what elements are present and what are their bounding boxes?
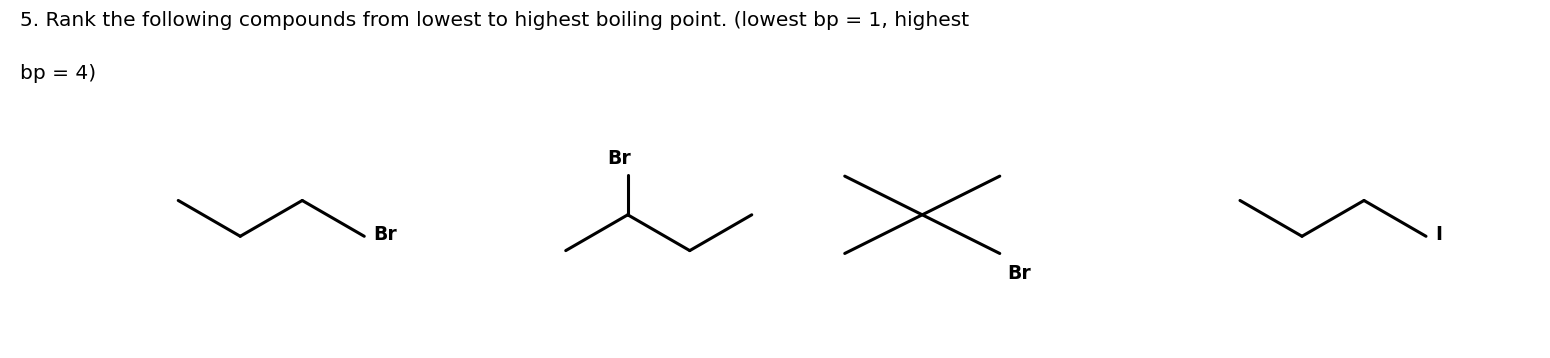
Text: Br: Br <box>1008 264 1031 283</box>
Text: I: I <box>1435 225 1443 244</box>
Text: Br: Br <box>608 149 631 168</box>
Text: bp = 4): bp = 4) <box>20 64 96 83</box>
Text: Br: Br <box>374 225 397 244</box>
Text: 5. Rank the following compounds from lowest to highest boiling point. (lowest bp: 5. Rank the following compounds from low… <box>20 11 969 30</box>
